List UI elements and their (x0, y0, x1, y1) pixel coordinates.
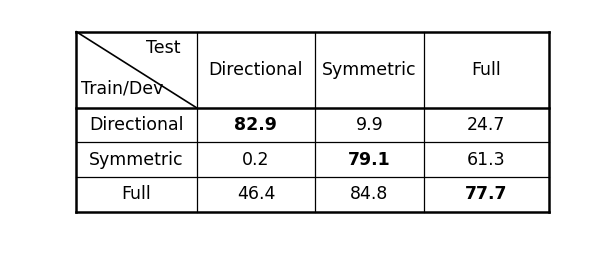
Text: Full: Full (472, 61, 501, 79)
Text: Symmetric: Symmetric (89, 151, 184, 169)
Text: Directional: Directional (89, 116, 184, 134)
Text: 0.2: 0.2 (242, 151, 270, 169)
Text: Directional: Directional (209, 61, 303, 79)
Text: Train/Dev: Train/Dev (81, 80, 163, 98)
Text: 79.1: 79.1 (348, 151, 391, 169)
Text: Test: Test (146, 39, 181, 58)
Text: 61.3: 61.3 (467, 151, 506, 169)
Text: Full: Full (121, 185, 151, 203)
Text: 82.9: 82.9 (234, 116, 278, 134)
Text: Symmetric: Symmetric (322, 61, 417, 79)
Text: 77.7: 77.7 (465, 185, 508, 203)
Text: 9.9: 9.9 (356, 116, 383, 134)
Text: 84.8: 84.8 (350, 185, 389, 203)
Text: 46.4: 46.4 (237, 185, 275, 203)
Text: 24.7: 24.7 (467, 116, 506, 134)
